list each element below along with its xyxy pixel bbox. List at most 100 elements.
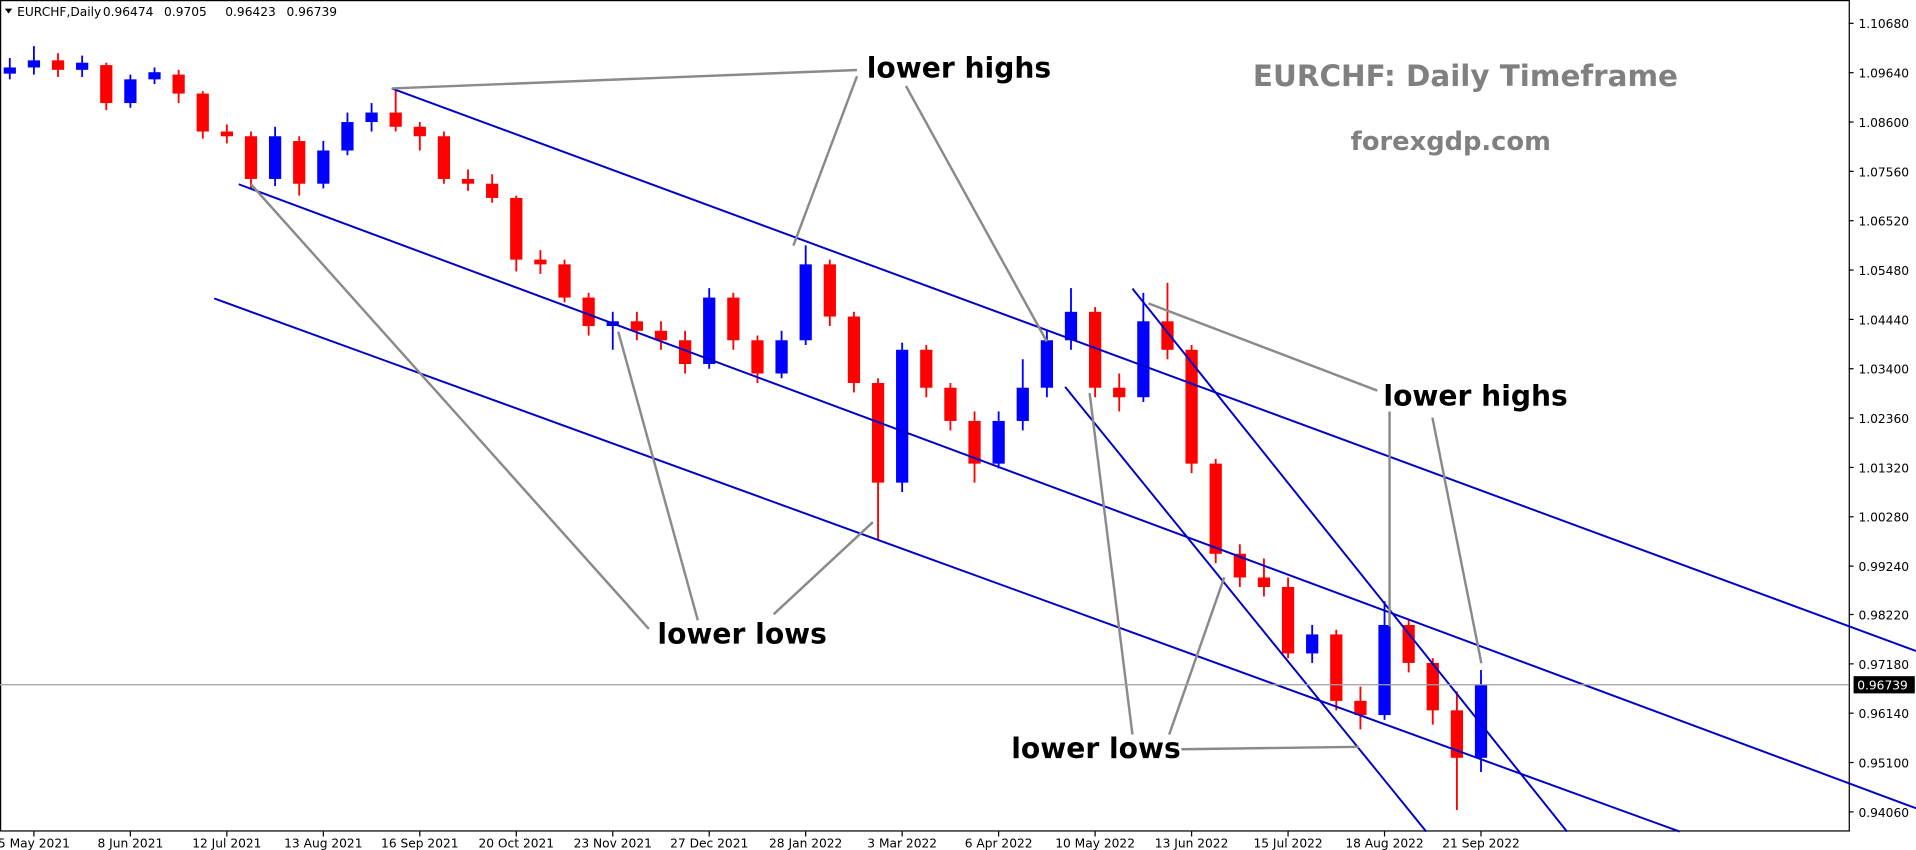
x-tick-label: 13 Jun 2022 <box>1155 837 1229 850</box>
channel-line <box>1064 386 1428 833</box>
candle-body <box>365 112 378 123</box>
candle-body <box>1474 684 1488 758</box>
candle-body <box>148 72 161 80</box>
y-tick-label: 1.07560 <box>1858 165 1909 179</box>
x-tick-label: 18 Aug 2022 <box>1345 837 1423 850</box>
channel-line <box>391 87 1916 652</box>
candle-body <box>220 131 233 137</box>
candle-body <box>654 330 668 341</box>
y-tick-label: 1.00280 <box>1858 511 1909 525</box>
annotation: lower lows <box>1011 732 1180 765</box>
x-tick-label: 6 Apr 2022 <box>965 837 1033 850</box>
candle-body <box>413 126 426 137</box>
pointer-line <box>1431 417 1483 664</box>
candle-body <box>896 349 909 483</box>
plot-frame <box>0 0 1850 832</box>
y-tick-label: 1.03400 <box>1858 363 1909 377</box>
candle-body <box>1113 387 1126 398</box>
candle-body <box>1064 311 1078 341</box>
y-tick-label: 0.94060 <box>1858 806 1909 820</box>
pointer-line <box>617 331 700 621</box>
candle-body <box>1306 634 1319 654</box>
pointer-line <box>772 521 874 616</box>
pointer-line <box>1088 392 1134 735</box>
candle-body <box>534 259 547 265</box>
price-label: 0.96739 <box>1857 679 1908 693</box>
x-tick-label: 21 Sep 2022 <box>1442 837 1520 850</box>
candle-body <box>727 297 740 341</box>
candle-body <box>1233 553 1246 578</box>
candle-body <box>1330 634 1343 701</box>
candle-body <box>27 60 41 68</box>
candle-body <box>196 93 209 132</box>
x-tick-label: 23 Nov 2021 <box>574 837 652 850</box>
pointer-line <box>904 85 1048 343</box>
candle-body <box>920 349 933 388</box>
candles <box>3 46 1488 810</box>
y-tick-label: 0.95100 <box>1858 756 1909 770</box>
candle-body <box>100 65 113 104</box>
pointer-line <box>1181 745 1359 751</box>
chart-title: EURCHF: Daily Timeframe <box>1253 59 1678 93</box>
header: EURCHF,Daily 0.96474 0.9705 0.96423 0.96… <box>4 5 337 19</box>
candle-body <box>703 297 716 365</box>
x-tick-label: 10 May 2022 <box>1055 837 1135 850</box>
candle-body <box>1040 340 1054 388</box>
candle-body <box>1354 700 1367 716</box>
pointer-line <box>250 183 650 630</box>
candle-body <box>1426 662 1439 711</box>
candle-body <box>51 60 65 70</box>
candle-body <box>317 150 330 184</box>
candle-body <box>486 183 499 198</box>
candle-body <box>751 340 764 374</box>
x-tick-label: 3 Mar 2022 <box>867 837 937 850</box>
candle-body <box>1402 624 1415 663</box>
y-tick-label: 1.09640 <box>1858 67 1909 81</box>
pointer-line <box>1168 576 1226 735</box>
candle-body <box>871 382 885 483</box>
candle-body <box>1281 586 1295 654</box>
candle-body <box>678 340 692 365</box>
candle-body <box>1209 463 1222 554</box>
candle-body <box>799 264 812 341</box>
y-tick-label: 1.02360 <box>1858 412 1909 426</box>
y-tick-label: 0.99240 <box>1858 560 1909 574</box>
candle-body <box>775 340 788 374</box>
candle-body <box>1088 311 1102 388</box>
candle-body <box>172 74 185 94</box>
x-tick-label: 16 Sep 2021 <box>381 837 459 850</box>
candle-body <box>76 62 89 70</box>
y-tick-label: 1.04440 <box>1858 313 1909 327</box>
candle-body <box>1450 710 1464 758</box>
candle-body <box>268 136 282 179</box>
price-label-bg <box>1853 676 1915 694</box>
ohlc-open: 0.96474 <box>103 5 154 19</box>
x-tick-label: 5 May 2021 <box>0 837 70 850</box>
candle-body <box>847 316 861 383</box>
x-tick-label: 27 Dec 2021 <box>670 837 748 850</box>
ohlc-close: 0.96739 <box>286 5 337 19</box>
y-tick-label: 1.06520 <box>1858 215 1909 229</box>
y-tick-label: 1.08600 <box>1858 116 1909 130</box>
chart-subtitle: forexgdp.com <box>1351 127 1551 157</box>
candle-body <box>341 122 354 151</box>
candle-body <box>1185 349 1198 464</box>
candle-body <box>3 67 16 74</box>
y-tick-label: 1.05480 <box>1858 264 1909 278</box>
candle-body <box>510 197 523 260</box>
candle-body <box>630 321 643 331</box>
candle-body <box>461 178 475 184</box>
candle-body <box>1016 387 1029 421</box>
candle-body <box>558 264 571 298</box>
candle-body <box>1378 624 1391 716</box>
candle-body <box>244 136 258 179</box>
annotation: lower highs <box>1383 379 1567 412</box>
candle-body <box>437 136 451 179</box>
symbol: EURCHF,Daily <box>17 5 101 19</box>
channel-line <box>1131 288 1568 833</box>
y-tick-label: 0.97180 <box>1858 658 1909 672</box>
menu-arrow <box>4 8 13 14</box>
